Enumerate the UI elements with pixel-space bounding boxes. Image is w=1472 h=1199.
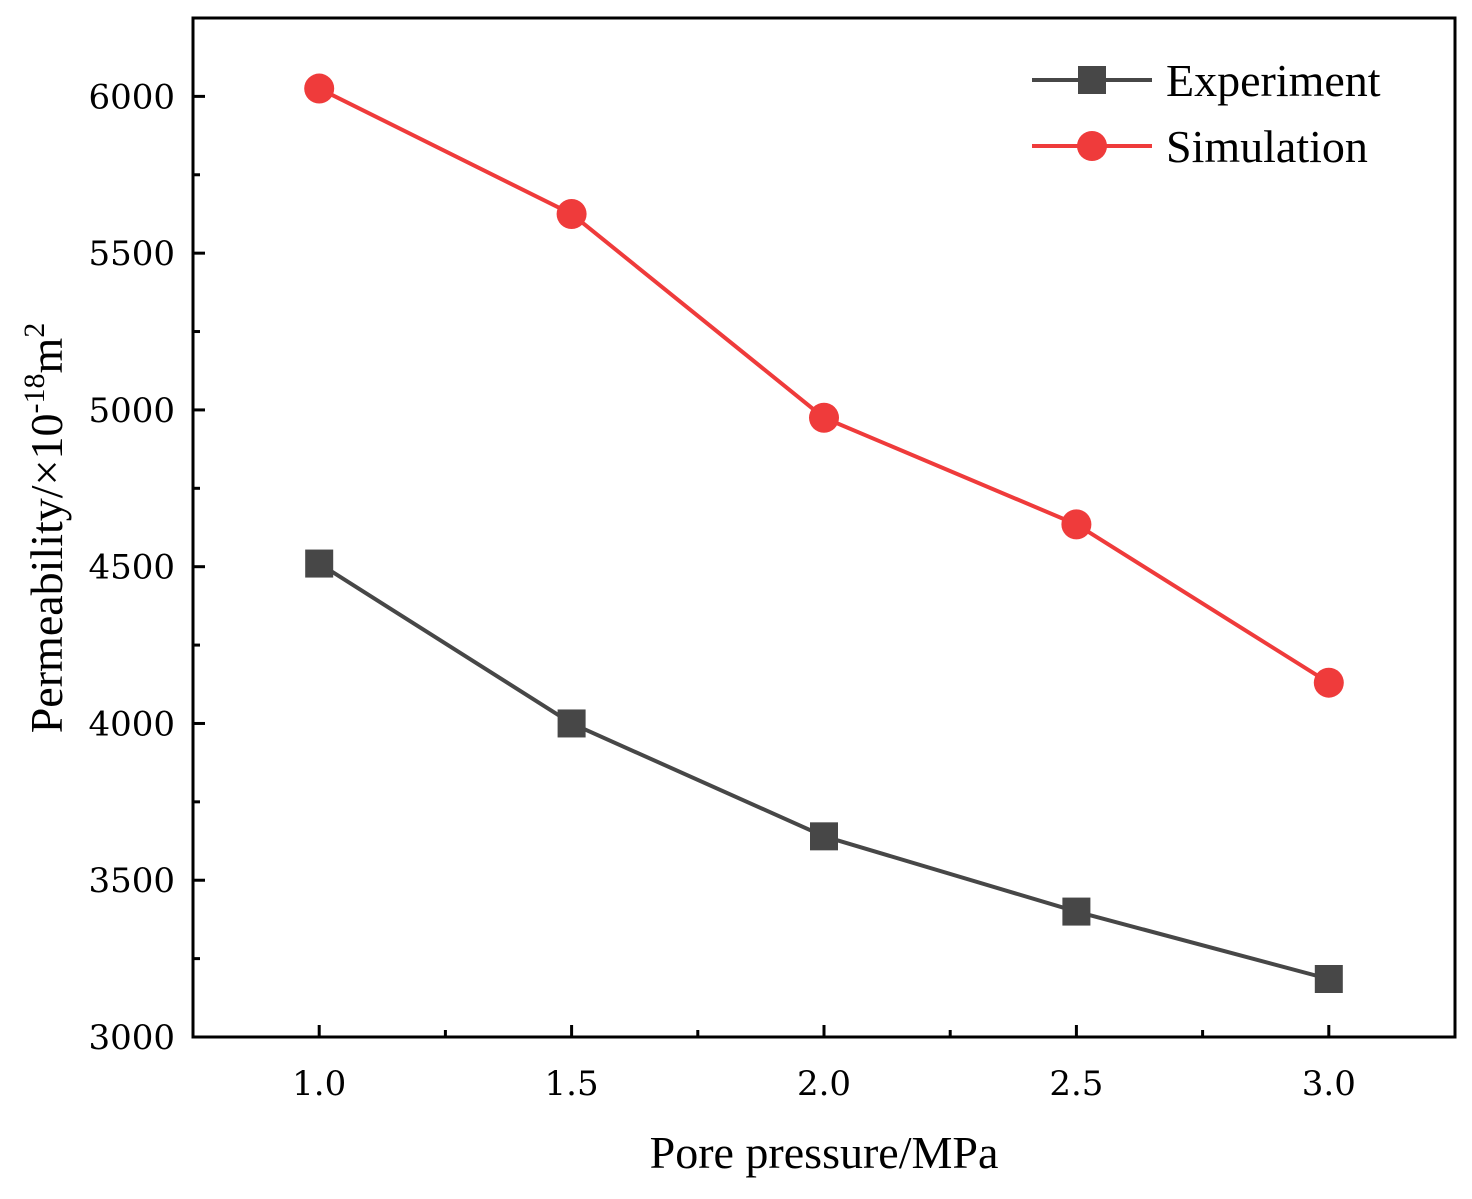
y-tick-labels: 3000 3500 4000 4500 5000 5500 6000 [88, 77, 175, 1058]
x-axis-title: Pore pressure/MPa [650, 1127, 999, 1178]
data-point-experiment [1314, 964, 1343, 993]
y-axis-title: Permeability/×10-18m2 [18, 323, 72, 734]
x-tick-label: 3.0 [1302, 1064, 1356, 1104]
data-point-experiment [305, 549, 334, 578]
y-tick-label: 3000 [88, 1018, 175, 1058]
x-tick-label: 1.0 [292, 1064, 346, 1104]
x-tick-label: 2.0 [797, 1064, 851, 1104]
y-axis-title-unit-exponent: 2 [18, 323, 51, 338]
y-axis-title-exponent: -18 [18, 374, 51, 414]
legend: Experiment Simulation [1032, 55, 1381, 172]
x-tick-labels: 1.0 1.5 2.0 2.5 3.0 [292, 1064, 1356, 1104]
y-tick-label: 5000 [88, 391, 175, 431]
y-tick-label: 6000 [88, 77, 175, 117]
data-point-experiment [557, 709, 586, 738]
y-axis-title-prefix: Permeability/×10 [21, 414, 72, 734]
data-point-simulation [304, 73, 335, 104]
data-point-experiment [810, 822, 838, 851]
legend-marker-experiment [1078, 66, 1106, 94]
y-tick-label: 5500 [88, 234, 175, 274]
x-tick-label: 1.5 [545, 1064, 599, 1104]
data-point-simulation [1313, 667, 1344, 698]
y-tick-label: 3500 [88, 861, 175, 901]
legend-label-experiment: Experiment [1166, 55, 1381, 106]
data-point-simulation [556, 198, 587, 229]
legend-label-simulation: Simulation [1166, 121, 1368, 172]
y-tick-label: 4000 [88, 704, 175, 744]
y-axis-title-unit: m [21, 338, 72, 374]
data-point-experiment [1062, 897, 1091, 926]
data-point-simulation [809, 402, 839, 433]
y-tick-label: 4500 [88, 548, 175, 588]
legend-marker-simulation [1077, 131, 1107, 161]
plot-frame [191, 16, 1457, 1039]
series-layer [304, 73, 1344, 993]
x-tick-label: 2.5 [1049, 1064, 1103, 1104]
data-point-simulation [1061, 509, 1092, 540]
